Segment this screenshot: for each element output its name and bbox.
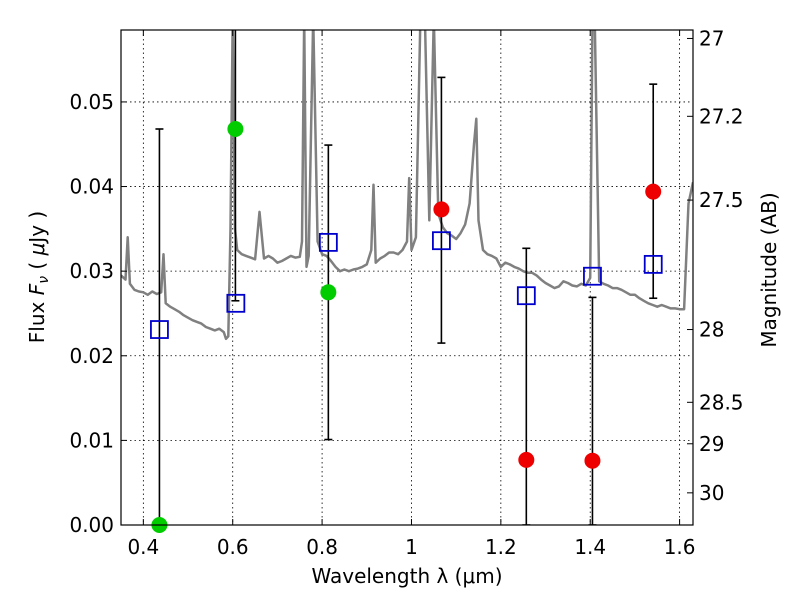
model-flux-square-0 (150, 320, 169, 339)
y-tick-label-5: 0.05 (69, 90, 114, 114)
observed-flux-point-4-2 (584, 452, 601, 469)
y2-tick-label-3: 28 (699, 318, 724, 342)
x-axis-label: Wavelength λ (μm) (311, 564, 502, 588)
observed-flux-point-4-1 (518, 451, 535, 468)
y-tick-label-3: 0.03 (69, 259, 114, 283)
observed-flux-point-4-3 (645, 183, 662, 200)
y-axis-label: Flux Fν ( μJy ) (25, 211, 52, 343)
x-tick-label-1: 0.6 (217, 535, 249, 559)
y2-tick-label-2: 27.5 (699, 188, 744, 212)
y-tick-label-2: 0.02 (69, 344, 114, 368)
x-tick-label-0: 0.4 (127, 535, 159, 559)
model-flux-square-5 (583, 266, 602, 286)
model-flux-square-4 (516, 286, 536, 306)
model-flux-square-2 (318, 232, 338, 252)
gridlines (121, 30, 693, 526)
y-tick-label-1: 0.01 (69, 428, 114, 452)
spectrum-line (121, 30, 693, 341)
x-tick-label-2: 0.8 (306, 535, 338, 559)
axes: 0.4 0.6 0.8 1 1.2 1.4 1.6 0.00 0.01 0.02 0.03 0.04 0… (69, 26, 743, 559)
model-flux-square-3 (432, 231, 451, 251)
x-tick-label-4: 1.2 (485, 535, 517, 559)
y-tick-label-0: 0.00 (69, 513, 114, 537)
y2-tick-label-1: 27.2 (699, 104, 744, 128)
model-flux-square-6 (643, 254, 663, 274)
y-tick-label-4: 0.04 (69, 175, 114, 199)
model-spectrum (121, 30, 693, 341)
observed-flux-point-3-2 (320, 284, 337, 301)
y2-axis-label: Magnitude (AB) (757, 192, 781, 347)
y2-tick-label-0: 27 (699, 26, 724, 50)
y2-tick-label-6: 30 (699, 481, 724, 505)
observed-flux-point-3-1 (227, 121, 244, 137)
y2-tick-label-4: 28.5 (699, 390, 744, 414)
x-tick-label-6: 1.6 (664, 535, 696, 559)
plot-frame (120, 29, 694, 526)
x-tick-label-3: 1 (405, 535, 418, 559)
data-markers (150, 121, 663, 533)
model-flux-square-1 (226, 293, 246, 313)
x-tick-label-5: 1.4 (574, 535, 606, 559)
observed-flux-point-4-0 (433, 201, 450, 218)
y2-tick-label-5: 29 (699, 432, 724, 456)
